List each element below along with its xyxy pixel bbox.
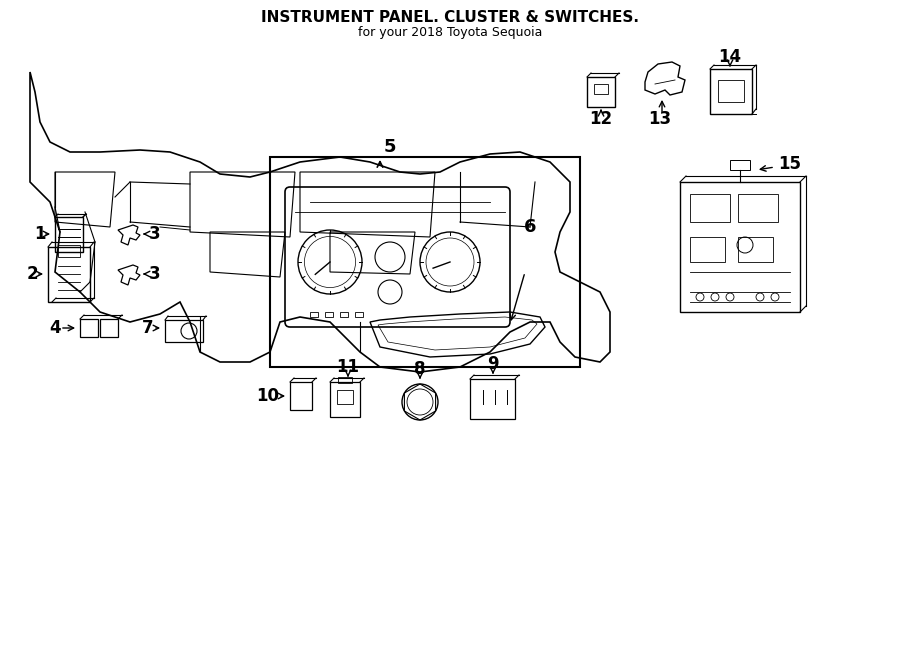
Bar — [337, 390, 353, 404]
Text: 2: 2 — [26, 265, 38, 283]
Text: 1: 1 — [34, 225, 46, 243]
Text: 5: 5 — [383, 138, 396, 156]
Bar — [340, 312, 348, 317]
Bar — [58, 245, 80, 257]
Bar — [710, 69, 752, 114]
Text: 12: 12 — [590, 110, 613, 128]
Text: for your 2018 Toyota Sequoia: for your 2018 Toyota Sequoia — [358, 26, 542, 38]
Text: 4: 4 — [50, 319, 61, 337]
Bar — [80, 319, 98, 337]
Bar — [718, 80, 744, 102]
Text: 3: 3 — [149, 225, 161, 243]
Bar — [330, 382, 360, 417]
Bar — [738, 194, 778, 222]
Bar — [594, 84, 608, 94]
Bar — [100, 319, 118, 337]
Bar — [310, 312, 318, 317]
Text: 10: 10 — [256, 387, 280, 405]
Bar — [270, 157, 580, 367]
Text: 11: 11 — [337, 358, 359, 376]
Bar — [738, 237, 773, 262]
Bar — [690, 237, 725, 262]
Bar — [165, 320, 203, 342]
Text: 15: 15 — [778, 155, 802, 173]
Bar — [587, 77, 615, 107]
Text: 3: 3 — [149, 265, 161, 283]
Bar — [680, 182, 800, 312]
Text: 6: 6 — [524, 218, 536, 236]
Bar — [55, 217, 83, 252]
Bar — [355, 312, 363, 317]
Text: 9: 9 — [487, 355, 499, 373]
Bar — [690, 194, 730, 222]
Bar — [48, 247, 90, 302]
Text: 14: 14 — [718, 48, 742, 66]
Bar — [470, 379, 515, 419]
Text: 7: 7 — [142, 319, 154, 337]
Bar — [730, 160, 750, 170]
Text: INSTRUMENT PANEL. CLUSTER & SWITCHES.: INSTRUMENT PANEL. CLUSTER & SWITCHES. — [261, 9, 639, 24]
Bar — [290, 382, 312, 410]
Bar — [338, 377, 352, 383]
Text: 8: 8 — [414, 360, 426, 378]
Text: 13: 13 — [648, 110, 671, 128]
Bar — [325, 312, 333, 317]
